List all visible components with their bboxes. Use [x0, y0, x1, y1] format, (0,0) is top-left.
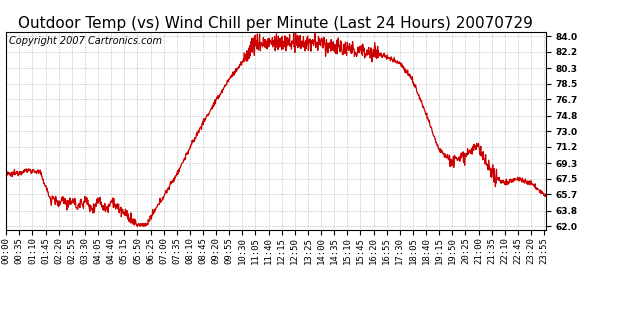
Text: Copyright 2007 Cartronics.com: Copyright 2007 Cartronics.com [9, 36, 162, 46]
Title: Outdoor Temp (vs) Wind Chill per Minute (Last 24 Hours) 20070729: Outdoor Temp (vs) Wind Chill per Minute … [19, 16, 533, 31]
